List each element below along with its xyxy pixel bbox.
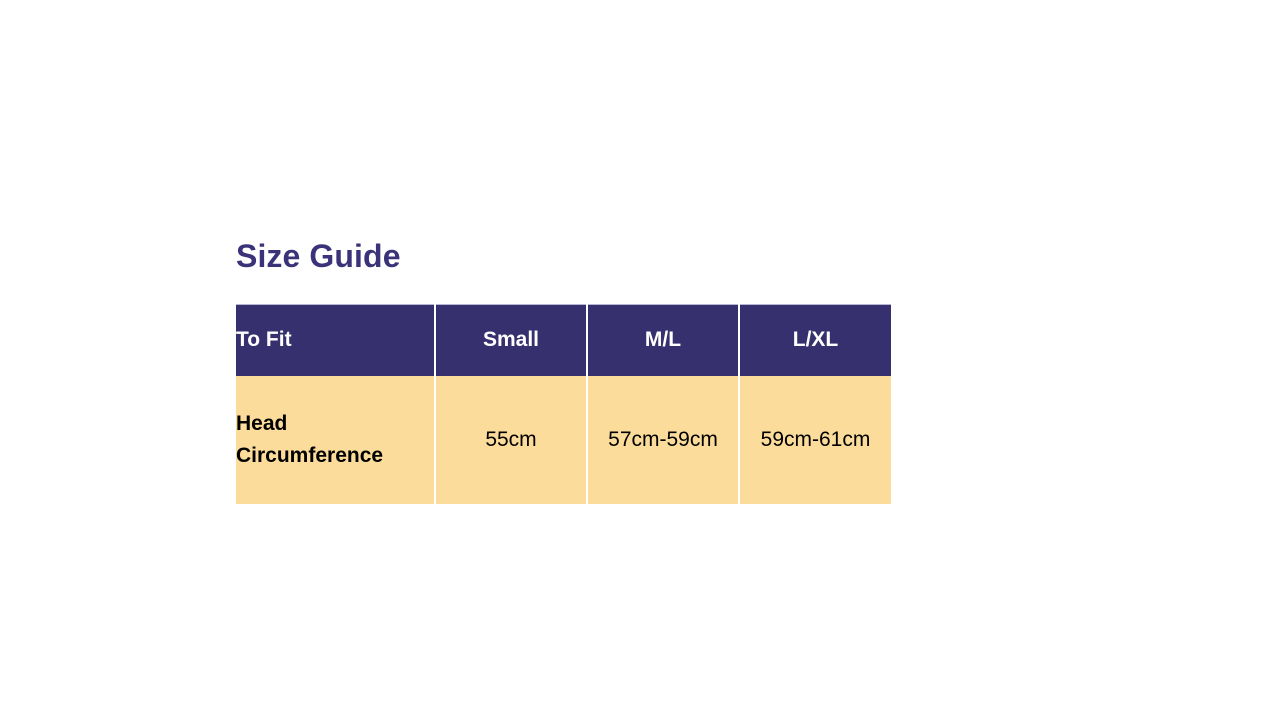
table-header: To Fit Small M/L L/XL bbox=[236, 304, 891, 376]
table-row: Head Circumference 55cm 57cm-59cm 59cm-6… bbox=[236, 375, 891, 504]
page-title: Size Guide bbox=[236, 238, 401, 274]
cell-small-measurement: 55cm bbox=[435, 375, 588, 504]
row-label-head-circumference: Head Circumference bbox=[236, 375, 436, 504]
column-header-ml: M/L bbox=[587, 304, 740, 376]
size-guide-section: Size Guide To Fit Small M/L L/XL Head Ci… bbox=[236, 236, 892, 504]
column-header-lxl: L/XL bbox=[792, 328, 839, 352]
table-header-row: To Fit Small M/L L/XL bbox=[236, 304, 891, 376]
column-header-small: Small bbox=[435, 304, 588, 376]
cell-lxl-measurement: 59cm-61cm bbox=[760, 427, 871, 451]
column-header-to-fit: To Fit bbox=[236, 304, 436, 376]
size-guide-table: To Fit Small M/L L/XL Head Circumference… bbox=[236, 304, 891, 504]
cell-ml-measurement: 57cm-59cm bbox=[587, 375, 740, 504]
table-body: Head Circumference 55cm 57cm-59cm 59cm-6… bbox=[236, 375, 891, 504]
